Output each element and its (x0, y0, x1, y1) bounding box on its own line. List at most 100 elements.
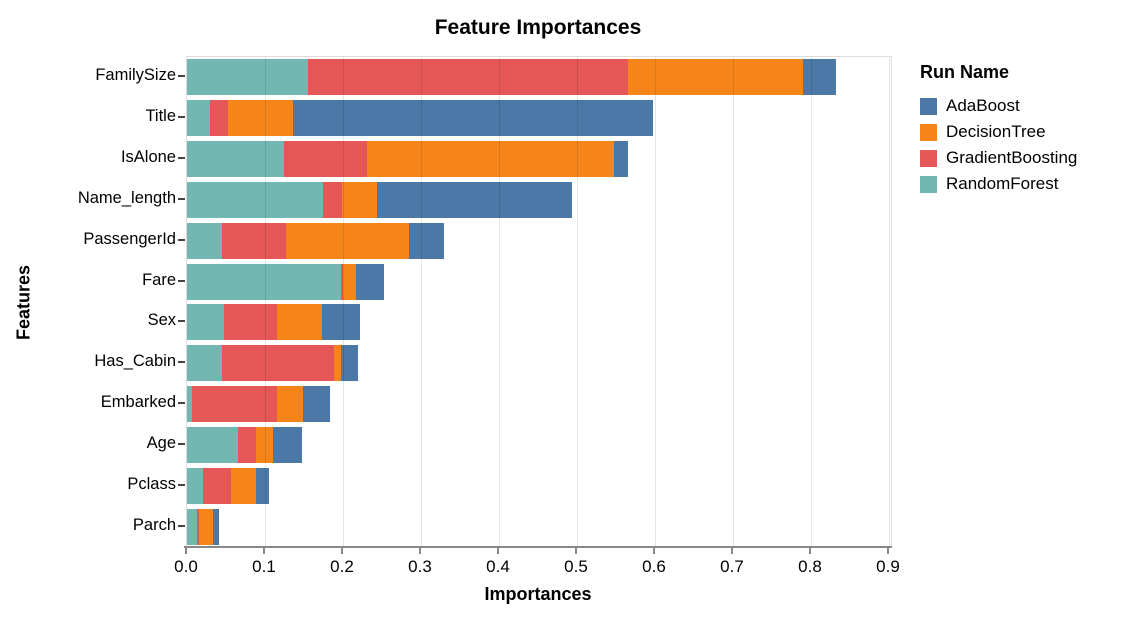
bar-row (187, 508, 891, 545)
x-tick-label: 0.9 (876, 557, 900, 576)
x-tick (185, 548, 187, 554)
bar-segment (284, 141, 368, 178)
x-tick-label: 0.2 (330, 557, 354, 576)
bar-segment (276, 304, 322, 341)
x-tick-label: 0.5 (564, 557, 588, 576)
y-category-label: Has_Cabin (94, 352, 176, 371)
bar-row (187, 426, 891, 463)
bar-row (187, 263, 891, 300)
y-category-label: Parch (132, 515, 176, 534)
legend-entry: GradientBoosting (920, 145, 1077, 171)
x-tick-label: 0.8 (798, 557, 822, 576)
legend-label: RandomForest (946, 174, 1059, 193)
x-tick-label: 0.3 (408, 557, 432, 576)
y-tick (178, 238, 185, 241)
bar-segment (187, 222, 223, 259)
bar-row (187, 304, 891, 341)
bar-segment (333, 345, 342, 382)
x-tick (574, 548, 577, 554)
bar-segment (341, 263, 343, 300)
bar-segment (303, 386, 330, 423)
y-tick (178, 320, 185, 323)
y-tick (178, 279, 185, 282)
bar-segment (293, 100, 654, 137)
bar-segment (255, 467, 269, 504)
bar-segment (197, 508, 200, 545)
bar-segment (272, 426, 302, 463)
bar-segment (342, 263, 357, 300)
y-tick (178, 442, 185, 445)
y-category-label: FamilySize (95, 66, 176, 85)
bar-row (187, 345, 891, 382)
x-tick-label: 0.6 (642, 557, 666, 576)
bar-segment (321, 304, 361, 341)
bar-segment (187, 345, 223, 382)
bar-segment (187, 508, 198, 545)
bar-segment (255, 426, 273, 463)
bar-segment (277, 386, 304, 423)
bar-segment (238, 426, 256, 463)
gridline (576, 57, 578, 547)
x-tick (496, 548, 499, 554)
x-tick (652, 548, 655, 554)
x-tick (808, 548, 811, 554)
x-tick (418, 548, 421, 554)
x-tick-label: 0.4 (486, 557, 510, 576)
x-tick (886, 548, 889, 554)
gridline (654, 57, 656, 547)
bar-segment (212, 508, 219, 545)
bar-row (187, 181, 891, 218)
x-tick-label: 0.1 (252, 557, 276, 576)
bar-row (187, 386, 891, 423)
bar-segment (187, 141, 285, 178)
bar-segment (322, 181, 343, 218)
bar-segment (356, 263, 385, 300)
bar-row (187, 59, 891, 96)
legend-swatch-icon (920, 123, 937, 141)
gridline (342, 57, 344, 547)
bar-segment (191, 386, 278, 423)
y-category-label: PassengerId (83, 229, 176, 248)
x-tick (262, 548, 265, 554)
x-tick (340, 548, 343, 554)
bar-segment (286, 222, 410, 259)
bar-segment (376, 181, 572, 218)
bar-row (187, 100, 891, 137)
y-category-label: Name_length (77, 188, 176, 207)
bar-segment (187, 263, 342, 300)
y-tick (178, 402, 185, 405)
bar-segment (187, 100, 211, 137)
bar-segment (203, 467, 232, 504)
legend-entry: RandomForest (920, 171, 1077, 197)
bar-segment (187, 426, 239, 463)
gridline (888, 57, 890, 547)
bar-segment (231, 467, 256, 504)
legend-label: DecisionTree (946, 122, 1046, 141)
y-category-label: Title (145, 107, 176, 126)
x-tick-label: 0.0 (174, 557, 198, 576)
legend-title: Run Name (920, 62, 1010, 82)
bar-segment (627, 59, 804, 96)
bar-segment (222, 222, 287, 259)
gridline (264, 57, 266, 547)
y-tick (178, 524, 185, 527)
y-tick (178, 75, 185, 78)
bar-segment (187, 386, 192, 423)
y-tick (178, 361, 185, 364)
bar-segment (341, 345, 358, 382)
gridline (810, 57, 812, 547)
legend-swatch-icon (920, 149, 937, 167)
y-category-label: Age (146, 433, 176, 452)
x-axis-title: Importances (484, 584, 592, 604)
chart-title: Feature Importances (434, 16, 642, 39)
bar-row (187, 141, 891, 178)
legend-entry: DecisionTree (920, 119, 1077, 145)
bar-segment (199, 508, 213, 545)
plot-area (186, 56, 892, 548)
bar-segment (222, 345, 334, 382)
bar-segment (342, 181, 377, 218)
bar-segment (187, 59, 308, 96)
bar-segment (187, 181, 323, 218)
bar-segment (210, 100, 228, 137)
